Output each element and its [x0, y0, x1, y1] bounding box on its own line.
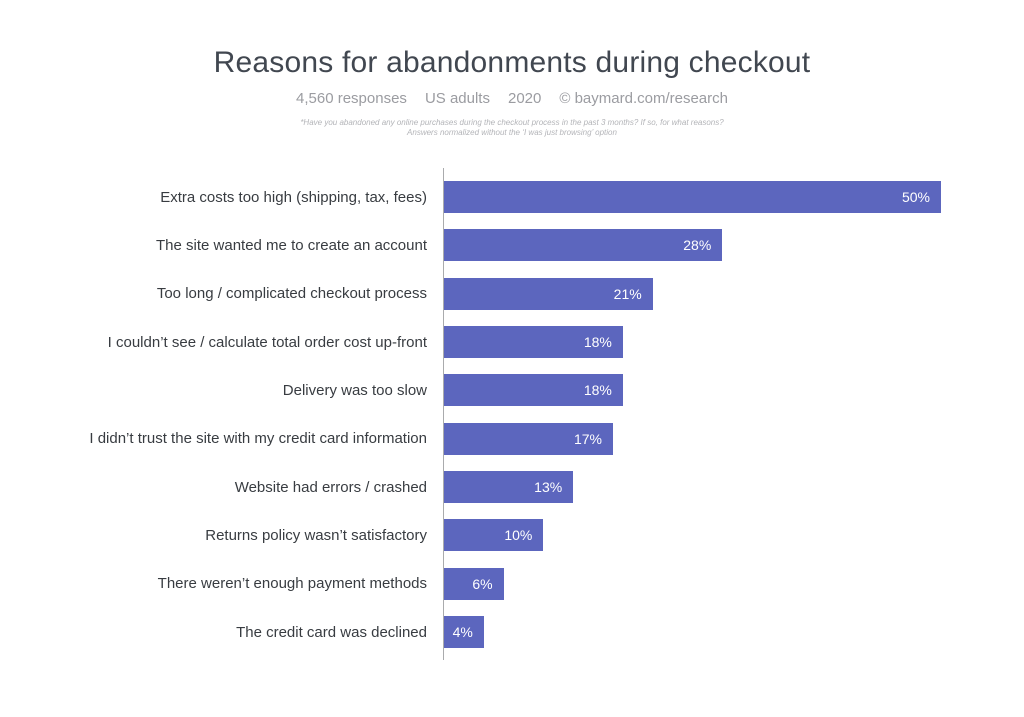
bar-value-label: 6% — [472, 575, 493, 592]
bar-value-label: 10% — [504, 527, 533, 544]
meta-responses: 4,560 responses — [296, 90, 407, 107]
bar: 13% — [444, 471, 574, 504]
category-label: There weren’t enough payment methods — [157, 575, 427, 593]
bar-area: 17% — [444, 422, 1024, 455]
bar-value-label: 4% — [452, 624, 473, 641]
bar: 6% — [444, 567, 504, 600]
bar: 28% — [444, 229, 723, 262]
bar: 4% — [444, 616, 484, 649]
bar-value-label: 17% — [573, 430, 602, 447]
category-label: I didn’t trust the site with my credit c… — [89, 430, 427, 448]
footnote-line-2: Answers normalized without the ‘I was ju… — [407, 128, 617, 137]
bar-area: 18% — [444, 374, 1024, 407]
bar: 50% — [444, 181, 941, 214]
bar-value-label: 28% — [683, 237, 712, 254]
bar-area: 13% — [444, 471, 1024, 504]
bar-area: 28% — [444, 229, 1024, 262]
y-axis-line — [443, 168, 444, 660]
chart-meta: 4,560 responses US adults 2020 © baymard… — [0, 90, 1024, 107]
bar-area: 21% — [444, 277, 1024, 310]
bar: 10% — [444, 519, 544, 552]
bar-area: 10% — [444, 519, 1024, 552]
bar-row: Returns policy wasn’t satisfactory 10% — [0, 511, 1024, 559]
bar-row: Delivery was too slow 18% — [0, 366, 1024, 414]
bar-area: 6% — [444, 567, 1024, 600]
meta-population: US adults — [424, 90, 490, 107]
bar-row: Website had errors / crashed 13% — [0, 463, 1024, 511]
bar-value-label: 21% — [613, 285, 642, 302]
category-label: I couldn’t see / calculate total order c… — [107, 333, 427, 351]
chart-footnote: *Have you abandoned any online purchases… — [0, 118, 1024, 138]
bar-row: There weren’t enough payment methods 6% — [0, 560, 1024, 608]
bar-area: 18% — [444, 326, 1024, 359]
category-label: The site wanted me to create an account — [156, 236, 427, 254]
bar-value-label: 18% — [583, 382, 612, 399]
bar-row: I couldn’t see / calculate total order c… — [0, 318, 1024, 366]
bar-area: 4% — [444, 616, 1024, 649]
bar: 21% — [444, 277, 653, 310]
bar: 17% — [444, 422, 613, 455]
bar-value-label: 18% — [583, 334, 612, 351]
bar-value-label: 50% — [901, 189, 930, 206]
bar-rows: Extra costs too high (shipping, tax, fee… — [0, 173, 1024, 656]
category-label: Website had errors / crashed — [234, 478, 427, 496]
bar-row: The credit card was declined 4% — [0, 608, 1024, 656]
chart-title: Reasons for abandonments during checkout — [213, 46, 811, 79]
bar-row: Too long / complicated checkout process 2… — [0, 270, 1024, 318]
bar-value-label: 13% — [534, 479, 563, 496]
bar: 18% — [444, 326, 623, 359]
meta-year: 2020 — [507, 90, 542, 107]
category-label: Delivery was too slow — [282, 381, 427, 399]
category-label: The credit card was declined — [236, 623, 427, 641]
bar-row: Extra costs too high (shipping, tax, fee… — [0, 173, 1024, 221]
category-label: Too long / complicated checkout process — [156, 285, 427, 303]
footnote-line-1: *Have you abandoned any online purchases… — [300, 118, 724, 127]
category-label: Returns policy wasn’t satisfactory — [205, 526, 427, 544]
bar-row: I didn’t trust the site with my credit c… — [0, 415, 1024, 463]
bar: 18% — [444, 374, 623, 407]
bar-row: The site wanted me to create an account 2… — [0, 221, 1024, 269]
meta-source: © baymard.com/research — [559, 90, 728, 107]
category-label: Extra costs too high (shipping, tax, fee… — [160, 188, 427, 206]
bar-area: 50% — [444, 181, 1024, 214]
